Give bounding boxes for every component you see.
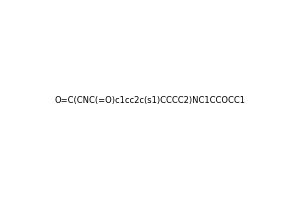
Text: O=C(CNC(=O)c1cc2c(s1)CCCC2)NC1CCOCC1: O=C(CNC(=O)c1cc2c(s1)CCCC2)NC1CCOCC1 — [55, 96, 245, 105]
